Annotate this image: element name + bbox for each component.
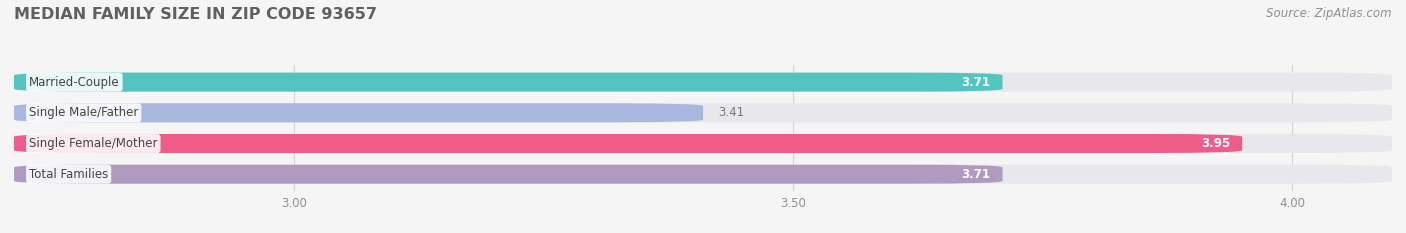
FancyBboxPatch shape: [14, 134, 1392, 153]
FancyBboxPatch shape: [14, 134, 1241, 153]
Text: Source: ZipAtlas.com: Source: ZipAtlas.com: [1267, 7, 1392, 20]
FancyBboxPatch shape: [14, 165, 1392, 184]
Text: 3.71: 3.71: [962, 76, 991, 89]
Text: 3.41: 3.41: [718, 106, 744, 119]
Text: Single Male/Father: Single Male/Father: [30, 106, 138, 119]
Text: MEDIAN FAMILY SIZE IN ZIP CODE 93657: MEDIAN FAMILY SIZE IN ZIP CODE 93657: [14, 7, 377, 22]
FancyBboxPatch shape: [14, 103, 1392, 122]
Text: Married-Couple: Married-Couple: [30, 76, 120, 89]
FancyBboxPatch shape: [14, 73, 1002, 92]
Text: Total Families: Total Families: [30, 168, 108, 181]
FancyBboxPatch shape: [14, 165, 1002, 184]
Text: Single Female/Mother: Single Female/Mother: [30, 137, 157, 150]
Text: 3.71: 3.71: [962, 168, 991, 181]
FancyBboxPatch shape: [14, 103, 703, 122]
FancyBboxPatch shape: [14, 73, 1392, 92]
Text: 3.95: 3.95: [1201, 137, 1230, 150]
